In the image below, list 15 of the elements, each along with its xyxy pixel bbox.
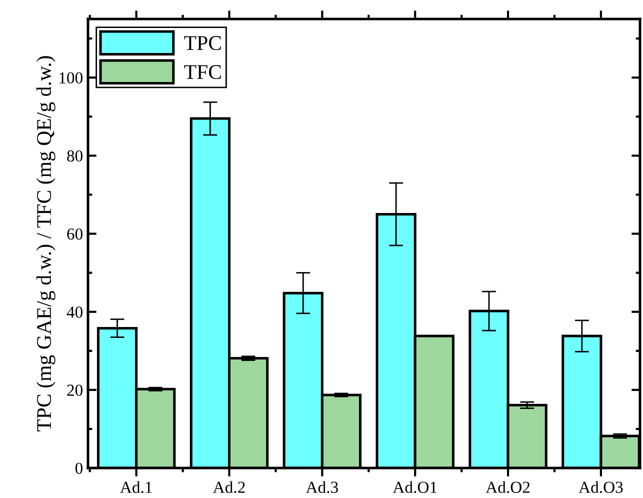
x-tick-label: Ad.O2 (486, 481, 530, 493)
x-tick-label: Ad.O3 (578, 481, 623, 493)
legend-label: TPC (184, 36, 221, 50)
y-axis-title: TPC (mg GAE/g d.w.) / TFC (mg QE/g d.w.) (36, 56, 56, 432)
x-tick-label: Ad.2 (212, 481, 245, 493)
legend-label: TFC (184, 65, 221, 80)
y-tick-label: 0 (75, 462, 83, 474)
y-tick-label: 60 (67, 228, 83, 240)
x-tick-label: Ad.3 (306, 481, 338, 493)
y-tick-label: 100 (60, 72, 83, 84)
y-tick-label: 20 (67, 384, 83, 396)
y-tick-label: 80 (67, 150, 83, 162)
y-tick-label: 40 (66, 306, 83, 318)
x-tick-label: Ad.1 (120, 481, 152, 493)
x-tick-label: Ad.O1 (392, 481, 437, 493)
